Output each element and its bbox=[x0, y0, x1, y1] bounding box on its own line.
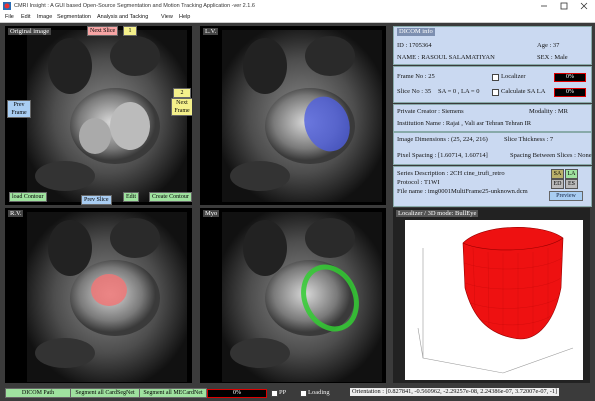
slice-spacing: Spacing Between Slices : None bbox=[510, 152, 592, 159]
segmentation-progress: 0% bbox=[207, 389, 267, 398]
localizer-progress: 0% bbox=[554, 73, 586, 82]
dicom-path-button[interactable]: DICOM Path bbox=[5, 388, 71, 398]
slice-thickness: Slice Thickness : 7 bbox=[504, 136, 554, 143]
myo-segmentation bbox=[301, 264, 359, 332]
mri-image bbox=[222, 30, 382, 202]
ed-button[interactable]: ED bbox=[551, 179, 564, 189]
slice-number: Slice No : 35 bbox=[397, 88, 432, 95]
checkbox-label: PP bbox=[279, 389, 287, 396]
load-contour-button[interactable]: load Contour bbox=[9, 192, 47, 202]
slice-index: 1 bbox=[123, 26, 137, 36]
patient-sex: SEX : Male bbox=[537, 54, 568, 61]
prev-frame-button[interactable]: Prev Frame bbox=[7, 100, 31, 118]
create-contour-button[interactable]: Create Contour bbox=[149, 192, 192, 202]
institution: Institution Name : Rajai , Vali asr Tehr… bbox=[397, 120, 532, 127]
menu-item[interactable]: Image bbox=[37, 14, 53, 20]
image-info: Image Dimensions : (25, 224, 216) Slice … bbox=[393, 132, 592, 165]
file-name: File name : img0001MultiFrame25-unknown.… bbox=[397, 188, 528, 195]
series-info: Series Description : 2CH cine_trufi_retr… bbox=[393, 166, 592, 207]
patient-name: NAME : RASOUL SALAMATIYAN bbox=[397, 54, 495, 61]
frame-index: 2 bbox=[173, 88, 191, 98]
next-frame-button[interactable]: Next Frame bbox=[171, 98, 192, 116]
sa-button[interactable]: SA bbox=[551, 169, 564, 179]
next-slice-button[interactable]: Next Slice bbox=[87, 26, 119, 36]
view-label: L.V. bbox=[203, 28, 219, 35]
patient-info: DICOM info ID : 1705364 Age : 37 NAME : … bbox=[393, 26, 592, 65]
image-dimensions: Image Dimensions : (25, 224, 216) bbox=[397, 136, 488, 143]
frame-number: Frame No : 25 bbox=[397, 73, 435, 80]
mri-image bbox=[27, 30, 187, 202]
protocol: Protocol : T1WI bbox=[397, 179, 440, 186]
original-image-view: Original image Next Slice 1 Prev Frame 2… bbox=[5, 26, 192, 205]
view-label: R.V. bbox=[8, 210, 24, 217]
series-description: Series Description : 2CH cine_trufi_retr… bbox=[397, 170, 505, 177]
app-icon bbox=[3, 2, 11, 10]
edit-button[interactable]: Edit bbox=[123, 192, 139, 202]
myo-view: Myo bbox=[200, 208, 386, 383]
preview-button[interactable]: Preview bbox=[549, 191, 583, 201]
pixel-spacing: Pixel Spacing : [1.60714, 1.60714] bbox=[397, 152, 488, 159]
mri-image bbox=[27, 212, 187, 382]
pp-checkbox[interactable] bbox=[271, 390, 278, 397]
calculate-progress: 0% bbox=[554, 88, 586, 97]
view-label: Original image bbox=[8, 28, 52, 35]
orientation-readout: Orientation : [0.827841, -0.560962, -2.2… bbox=[350, 388, 560, 396]
localizer-checkbox[interactable] bbox=[492, 74, 499, 81]
lv-view: L.V. bbox=[200, 26, 386, 205]
patient-id: ID : 1705364 bbox=[397, 42, 432, 49]
rv-segmentation bbox=[91, 274, 127, 306]
calculate-checkbox[interactable] bbox=[492, 89, 499, 96]
window-controls[interactable] bbox=[535, 0, 595, 12]
localizer-view: Localizer / 3D mode: BullEye bbox=[393, 208, 590, 383]
rv-view: R.V. bbox=[5, 208, 192, 383]
menu-bar: File Edit Image Segmentation Analysis and Ta… bbox=[0, 12, 595, 23]
frame-info: Frame No : 25 Localizer 0% Slice No : 35… bbox=[393, 66, 592, 103]
loading-label: Loading bbox=[308, 389, 330, 396]
patient-age: Age : 37 bbox=[537, 42, 560, 49]
lv-segmentation bbox=[304, 96, 350, 152]
menu-item[interactable]: Segmentation bbox=[57, 14, 91, 20]
segment-cardsegnet-button[interactable]: Segment all CardSegNet bbox=[70, 388, 140, 398]
3d-plot bbox=[405, 220, 583, 380]
modality: Modality : MR bbox=[529, 108, 569, 115]
menu-item[interactable]: Analysis and Tacking bbox=[97, 14, 149, 20]
title-bar: CMRI Insight : A GUI based Open-Source S… bbox=[0, 0, 595, 12]
window-title: CMRI Insight : A GUI based Open-Source S… bbox=[14, 3, 255, 9]
la-button[interactable]: LA bbox=[565, 169, 578, 179]
prev-slice-button[interactable]: Prev Slice bbox=[81, 195, 112, 205]
view-label: Myo bbox=[203, 210, 220, 217]
mri-image bbox=[222, 212, 382, 382]
menu-item[interactable]: Help bbox=[179, 14, 191, 20]
segment-mecardnet-button[interactable]: Segment all MECardNet bbox=[139, 388, 207, 398]
menu-item[interactable]: Edit bbox=[21, 14, 31, 20]
es-button[interactable]: ES bbox=[565, 179, 578, 189]
menu-item[interactable]: File bbox=[5, 14, 14, 20]
institution-info: Private Creator : Siemens Modality : MR … bbox=[393, 104, 592, 132]
checkbox-label: Localizer bbox=[501, 73, 526, 80]
sa-la-count: SA = 0 , LA = 0 bbox=[438, 88, 480, 95]
section-heading: DICOM info bbox=[397, 28, 435, 36]
checkbox-label: Calculate SA LA bbox=[501, 88, 546, 95]
menu-item[interactable]: View bbox=[161, 14, 173, 20]
view-label: Localizer / 3D mode: BullEye bbox=[396, 210, 479, 217]
loading-indicator bbox=[300, 390, 307, 397]
private-creator: Private Creator : Siemens bbox=[397, 108, 464, 115]
